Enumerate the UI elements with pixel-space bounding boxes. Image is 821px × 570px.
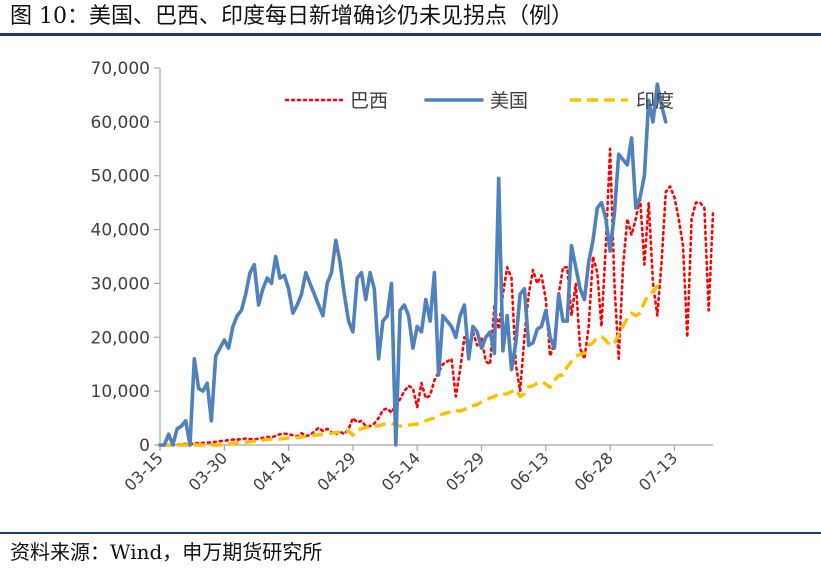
x-tick-label: 06-13 <box>506 448 552 494</box>
x-tick-label: 03-30 <box>185 448 231 494</box>
x-tick-label: 04-14 <box>249 448 295 494</box>
plot-area <box>158 82 715 447</box>
source-note: 资料来源：Wind，申万期货研究所 <box>10 540 323 564</box>
x-tick-label: 07-13 <box>635 448 681 494</box>
y-tick-label: 20,000 <box>91 328 150 348</box>
y-tick-label: 30,000 <box>91 274 150 294</box>
legend-label-brazil: 巴西 <box>350 90 388 112</box>
legend: 巴西 美国 印度 <box>284 90 674 112</box>
y-tick-label: 10,000 <box>91 382 150 402</box>
y-tick-label: 40,000 <box>91 221 150 241</box>
top-rule <box>0 33 821 36</box>
y-tick-label: 60,000 <box>91 113 150 133</box>
x-axis: 03-15 03-30 04-14 04-29 05-14 05-29 06-13 06-28… <box>121 444 713 495</box>
legend-label-india: 印度 <box>636 90 674 112</box>
bottom-rule <box>0 532 821 534</box>
y-axis: 0 10,000 20,000 30,000 40,000 50,000 60,000 70,… <box>91 59 161 456</box>
series-line-india <box>160 281 663 447</box>
series-line-brazil <box>158 147 715 447</box>
line-chart: 0 10,000 20,000 30,000 40,000 50,000 60,000 70,… <box>91 59 715 495</box>
legend-label-usa: 美国 <box>490 90 528 112</box>
y-tick-label: 50,000 <box>91 167 150 187</box>
x-tick-label: 05-29 <box>442 448 488 494</box>
y-tick-label: 0 <box>139 436 150 456</box>
x-tick-label: 06-28 <box>571 448 617 494</box>
x-tick-label: 04-29 <box>313 448 359 494</box>
y-tick-label: 70,000 <box>91 59 150 79</box>
series-line-usa <box>158 82 668 447</box>
x-tick-label: 05-14 <box>378 448 424 494</box>
figure-title: 图 10：美国、巴西、印度每日新增确诊仍未见拐点（例） <box>10 4 573 29</box>
